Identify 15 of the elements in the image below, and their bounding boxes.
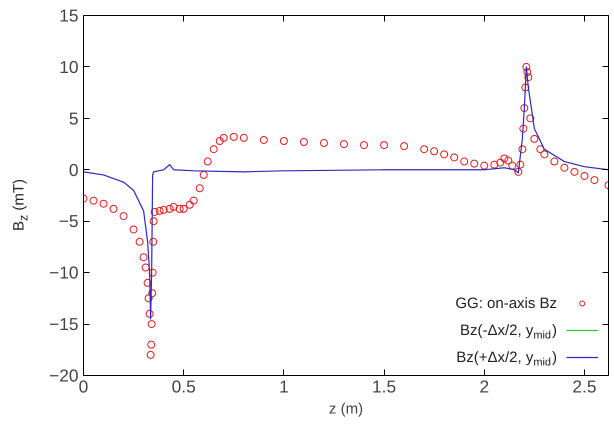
- x-tick-label: 1.5: [372, 376, 396, 396]
- x-tick-label: 2: [479, 376, 490, 396]
- y-tick-label: −10: [49, 262, 79, 283]
- y-tick-label: 15: [59, 6, 79, 26]
- legend-label: GG: on-axis Bz: [455, 295, 558, 312]
- y-tick-label: −20: [49, 366, 79, 386]
- y-tick-label: 0: [68, 160, 79, 180]
- y-tick-label: −15: [49, 314, 79, 334]
- y-tick-label: 10: [59, 56, 79, 77]
- y-tick-label: 5: [68, 108, 79, 128]
- x-tick-label: 0.5: [172, 376, 196, 396]
- x-axis-title: z (m): [328, 400, 364, 418]
- y-tick-label: −5: [58, 211, 79, 232]
- x-tick-label: 2.5: [572, 376, 597, 396]
- x-tick-label: 1: [279, 376, 289, 396]
